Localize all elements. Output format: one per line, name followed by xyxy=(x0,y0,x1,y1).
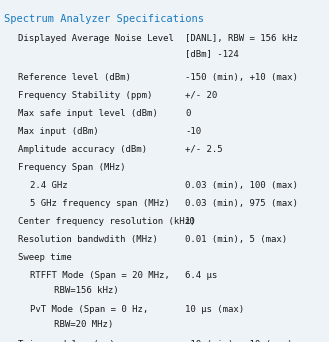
Text: 10 μs (max): 10 μs (max) xyxy=(185,305,244,314)
Text: +/- 2.5: +/- 2.5 xyxy=(185,145,223,154)
Text: -150 (min), +10 (max): -150 (min), +10 (max) xyxy=(185,73,298,82)
Text: -10: -10 xyxy=(185,127,201,135)
Text: 5 GHz frequency span (MHz): 5 GHz frequency span (MHz) xyxy=(30,199,170,208)
Text: -10 (min), +10 (max): -10 (min), +10 (max) xyxy=(185,340,292,342)
Text: Reference level (dBm): Reference level (dBm) xyxy=(18,73,131,82)
Text: 0: 0 xyxy=(185,109,190,118)
Text: RBW=20 MHz): RBW=20 MHz) xyxy=(38,320,113,329)
Text: Spectrum Analyzer Specifications: Spectrum Analyzer Specifications xyxy=(4,14,204,24)
Text: Resolution bandwdith (MHz): Resolution bandwdith (MHz) xyxy=(18,235,158,244)
Text: RTFFT Mode (Span = 20 MHz,: RTFFT Mode (Span = 20 MHz, xyxy=(30,271,170,280)
Text: Displayed Average Noise Level: Displayed Average Noise Level xyxy=(18,34,174,43)
Text: 10: 10 xyxy=(185,216,196,226)
Text: Trigger delay (ms): Trigger delay (ms) xyxy=(18,340,115,342)
Text: Center frequency resolution (kHz): Center frequency resolution (kHz) xyxy=(18,216,195,226)
Text: 6.4 μs: 6.4 μs xyxy=(185,271,217,280)
Text: [dBm] -124: [dBm] -124 xyxy=(185,49,239,58)
Text: Max input (dBm): Max input (dBm) xyxy=(18,127,99,135)
Text: 0.03 (min), 100 (max): 0.03 (min), 100 (max) xyxy=(185,181,298,189)
Text: Frequency Stability (ppm): Frequency Stability (ppm) xyxy=(18,91,152,100)
Text: PvT Mode (Span = 0 Hz,: PvT Mode (Span = 0 Hz, xyxy=(30,305,148,314)
Text: 0.01 (min), 5 (max): 0.01 (min), 5 (max) xyxy=(185,235,287,244)
Text: 0.03 (min), 975 (max): 0.03 (min), 975 (max) xyxy=(185,199,298,208)
Text: Amplitude accuracy (dBm): Amplitude accuracy (dBm) xyxy=(18,145,147,154)
Text: RBW=156 kHz): RBW=156 kHz) xyxy=(38,286,119,295)
Text: [DANL], RBW = 156 kHz: [DANL], RBW = 156 kHz xyxy=(185,34,298,43)
Text: Max safe input level (dBm): Max safe input level (dBm) xyxy=(18,109,158,118)
Text: Frequency Span (MHz): Frequency Span (MHz) xyxy=(18,162,125,172)
Text: Sweep time: Sweep time xyxy=(18,253,72,262)
Text: 2.4 GHz: 2.4 GHz xyxy=(30,181,68,189)
Text: +/- 20: +/- 20 xyxy=(185,91,217,100)
